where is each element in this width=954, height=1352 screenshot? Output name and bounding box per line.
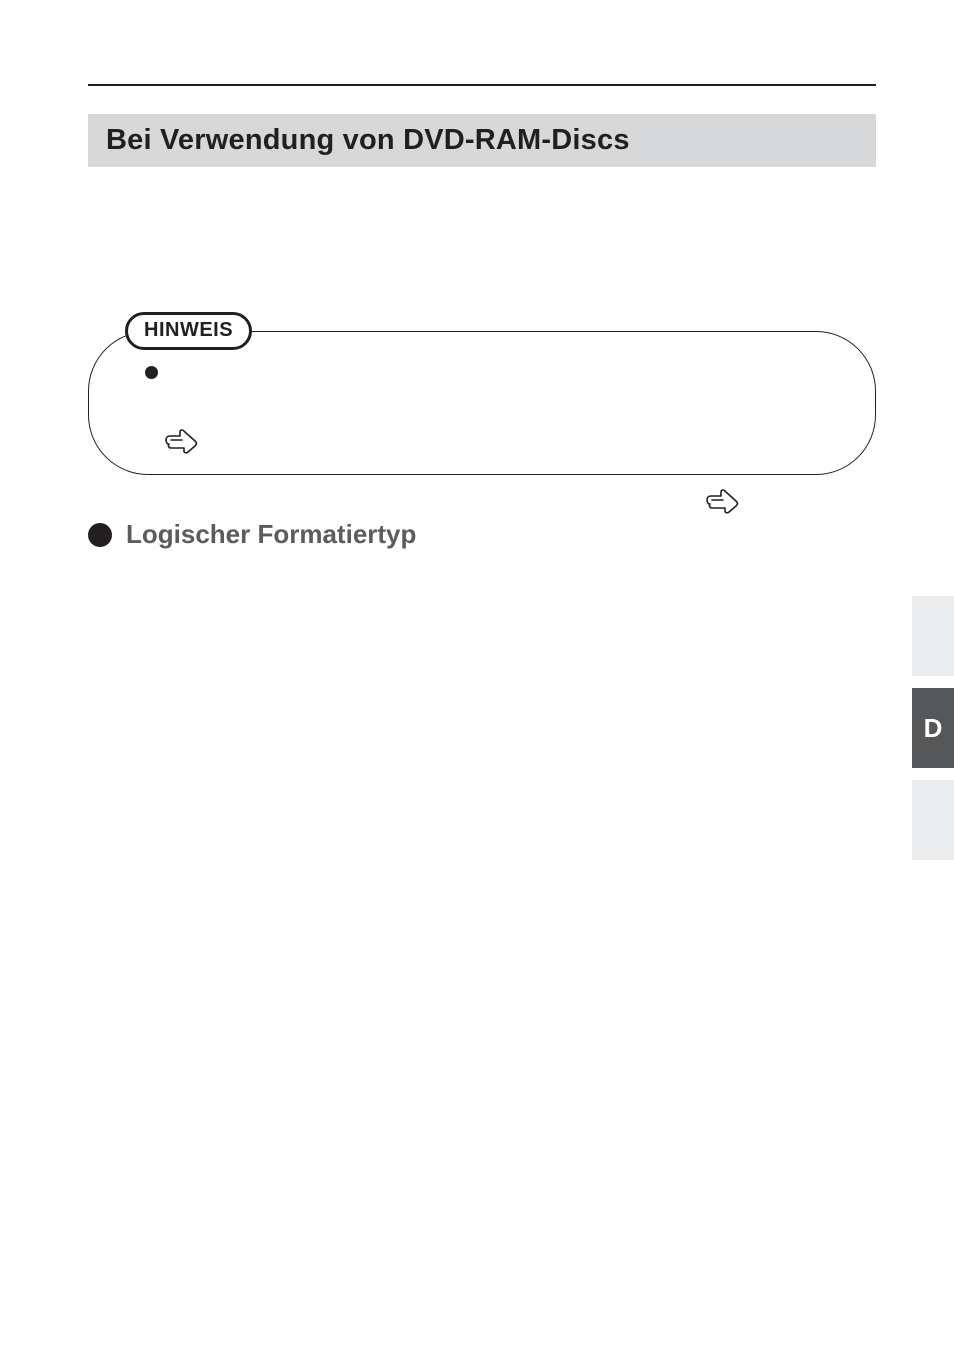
note-list bbox=[145, 358, 845, 450]
section-heading: Bei Verwendung von DVD-RAM-Discs bbox=[88, 114, 876, 167]
sub-heading: Logischer Formatiertyp bbox=[126, 519, 416, 550]
side-language-tabs: D bbox=[912, 596, 954, 860]
sub-heading-row: Logischer Formatiertyp bbox=[88, 519, 876, 550]
hand-pointer-icon bbox=[706, 489, 740, 525]
language-tab-active[interactable]: D bbox=[912, 688, 954, 768]
note-item bbox=[145, 358, 845, 450]
hand-pointer-icon bbox=[165, 429, 199, 460]
language-tab[interactable] bbox=[912, 780, 954, 860]
intro-paragraph bbox=[88, 201, 876, 297]
bullet-dot-icon bbox=[88, 523, 112, 547]
note-box: HINWEIS bbox=[88, 331, 876, 475]
language-tab[interactable] bbox=[912, 596, 954, 676]
top-rule bbox=[88, 84, 876, 86]
page: Bei Verwendung von DVD-RAM-Discs HINWEIS bbox=[0, 0, 954, 1352]
note-badge: HINWEIS bbox=[125, 312, 252, 350]
